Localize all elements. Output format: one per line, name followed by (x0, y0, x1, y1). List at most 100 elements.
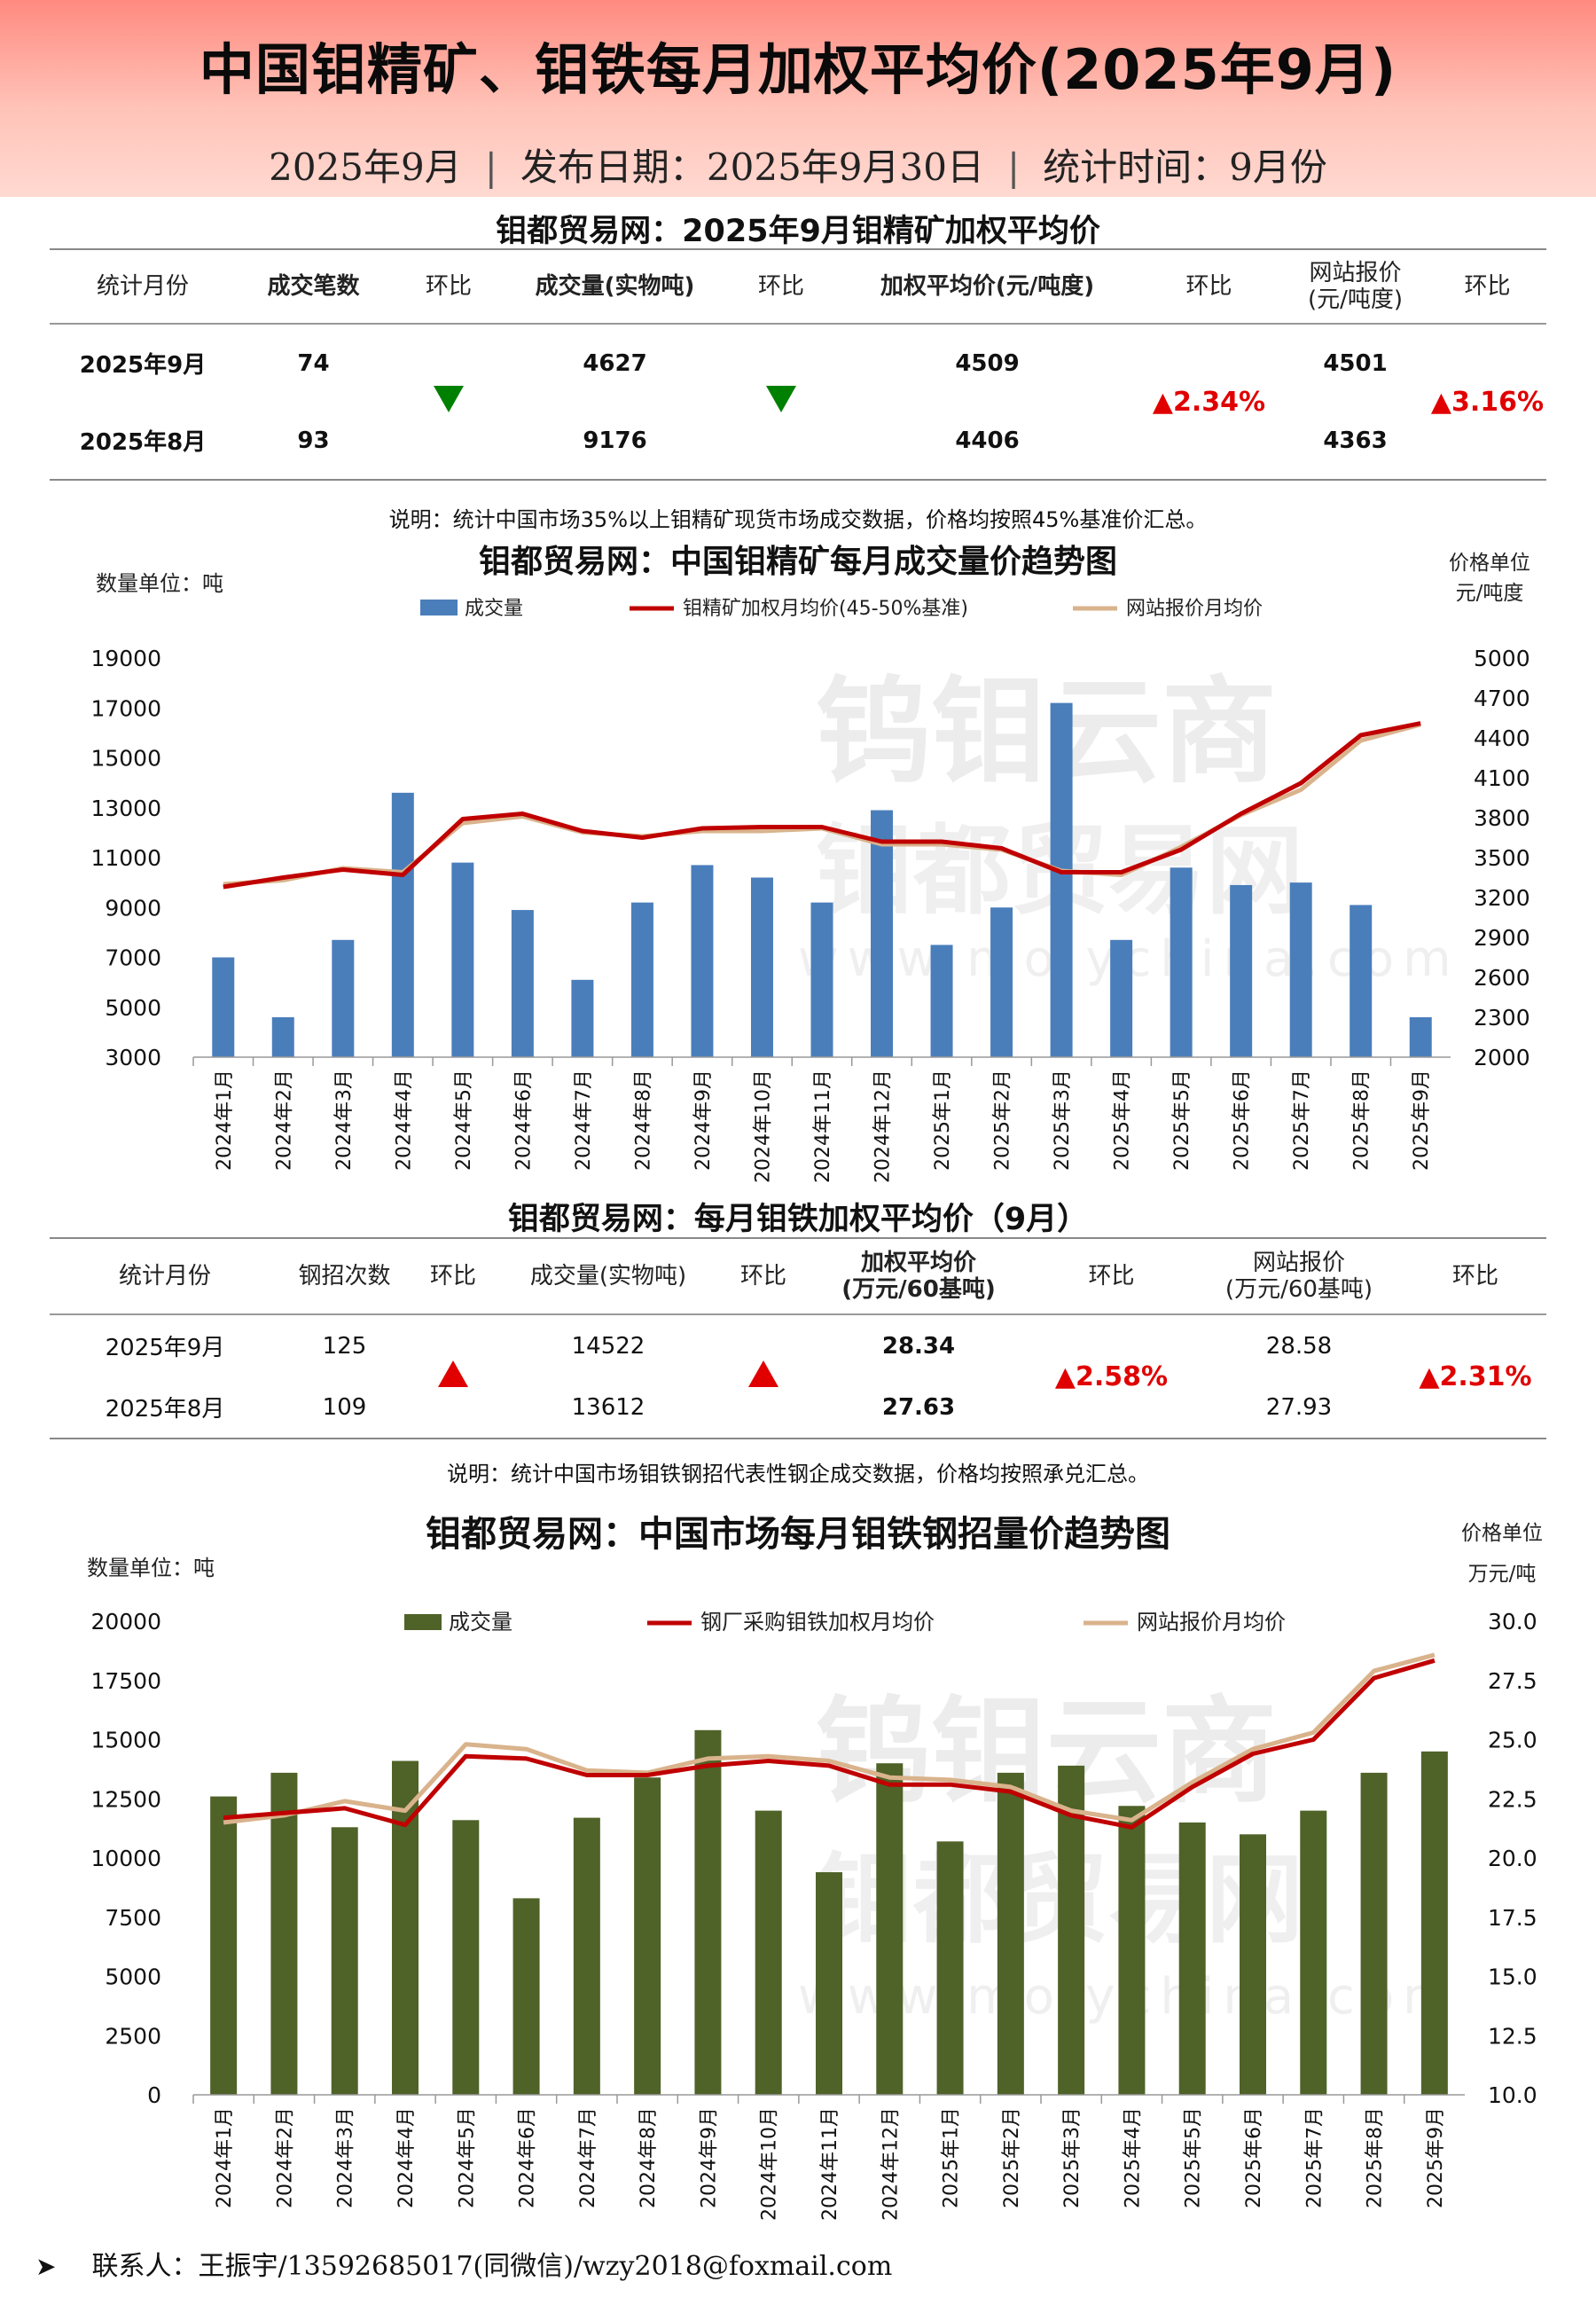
page-title: 中国钼精矿、钼铁每月加权平均价(2025年9月) (199, 37, 1397, 102)
y-left-tick-label: 2500 (105, 2023, 161, 2049)
volume-bar (755, 1810, 782, 2095)
x-tick-label: 2025年8月 (1365, 2107, 1387, 2208)
y-right-tick-label: 27.5 (1488, 1668, 1537, 1694)
volume-bar (876, 1763, 904, 2095)
row-price: 4406 (955, 427, 1020, 454)
y-right-tick-label: 5000 (1474, 646, 1530, 671)
volume-bar (871, 810, 894, 1057)
y-left-tick-label: 12500 (90, 1786, 161, 1812)
row-price: 28.34 (881, 1332, 956, 1360)
weighted-price-line (223, 1658, 1436, 1830)
up-triangle-icon (748, 1360, 778, 1387)
x-tick-label: 2024年12月 (872, 1070, 895, 1183)
row-volume: 4627 (583, 349, 647, 377)
ferromolybdenum-chart: 钨钼云商钼都贸易网www.molychina.com钼都贸易网：中国市场每月钼铁… (87, 1514, 1543, 2221)
legend-swatch-volume (420, 600, 458, 615)
x-tick-label: 2025年6月 (1232, 1070, 1254, 1171)
volume-bar (331, 1827, 358, 2095)
col-site-price-line1: 网站报价 (1309, 260, 1402, 286)
row-count: 93 (297, 427, 330, 454)
y-left-tick-label: 13000 (90, 796, 161, 821)
y-right-tick-label: 17.5 (1488, 1905, 1537, 1931)
site-price-change: ▲2.31% (1419, 1360, 1532, 1392)
site-price-line (223, 1652, 1436, 1825)
x-tick-label: 2024年9月 (692, 1070, 715, 1171)
ferromolybdenum-table: 统计月份 钢招次数 环比 成交量(实物吨) 环比 加权平均价 (万元/60基吨) … (50, 1237, 1546, 1439)
volume-bar (694, 1729, 722, 2095)
watermark-text: 钨钼云商 (816, 664, 1277, 799)
y-left-tick-label: 17500 (90, 1668, 161, 1694)
right-axis-unit: 万元/吨 (1468, 1563, 1537, 1586)
y-right-tick-label: 15.0 (1488, 1964, 1537, 1990)
x-tick-label: 2025年2月 (992, 1070, 1014, 1171)
row-price: 27.63 (881, 1393, 956, 1421)
y-left-tick-label: 0 (147, 2082, 161, 2108)
volume-bar (270, 1772, 298, 2095)
x-tick-label: 2024年5月 (456, 2107, 478, 2208)
col-count: 成交笔数 (236, 249, 391, 325)
y-left-tick-label: 17000 (90, 695, 161, 721)
y-left-tick-label: 7000 (105, 945, 161, 971)
footer-contact: ➤ 联系人：王振宇/13592685017(同微信)/wzy2018@foxmai… (35, 2244, 892, 2283)
down-triangle-icon (766, 385, 796, 412)
y-left-tick-label: 15000 (90, 1728, 161, 1753)
col-change: 环比 (1136, 249, 1282, 325)
volume-bar (997, 1772, 1024, 2095)
x-tick-label: 2024年2月 (274, 2107, 296, 2208)
x-tick-label: 2024年6月 (512, 1070, 535, 1171)
legend-label: 网站报价月均价 (1126, 598, 1263, 620)
row-site-price: 28.58 (1265, 1332, 1333, 1360)
y-left-tick-label: 10000 (90, 1846, 161, 1871)
y-right-tick-label: 3200 (1474, 885, 1530, 911)
y-right-tick-label: 4400 (1474, 725, 1530, 751)
price-change: ▲2.34% (1152, 386, 1266, 418)
table1-note: 说明：统计中国市场35%以上钼精矿现货市场成交数据，价格均按照45%基准价汇总。 (388, 507, 1208, 532)
header-release-date: 发布日期：2025年9月30日 (520, 145, 984, 189)
col-volume: 成交量(实物吨) (506, 249, 724, 325)
left-axis-unit: 数量单位：吨 (87, 1556, 215, 1580)
volume-bar (271, 1017, 294, 1057)
volume-bar (1118, 1806, 1146, 2095)
legend-label: 成交量 (449, 1610, 512, 1635)
row-count: 109 (322, 1393, 367, 1421)
volume-bar (810, 902, 833, 1057)
y-right-tick-label: 2300 (1474, 1005, 1530, 1031)
volume-change-cell (719, 1314, 808, 1439)
row-month: 2025年8月 (79, 429, 207, 456)
y-right-tick-label: 25.0 (1488, 1728, 1537, 1753)
y-left-tick-label: 3000 (105, 1045, 161, 1070)
volume-bar (1178, 1822, 1206, 2095)
volume-bar (332, 939, 355, 1057)
header-separator: | (1006, 145, 1021, 189)
x-tick-label: 2024年12月 (880, 2107, 902, 2221)
weighted-price-line (223, 721, 1421, 890)
price-change: ▲2.58% (1054, 1360, 1169, 1392)
volume-bar (210, 1796, 238, 2095)
row-site-price: 4363 (1323, 427, 1388, 454)
row-volume: 9176 (583, 427, 647, 454)
x-tick-label: 2025年9月 (1425, 2107, 1447, 2208)
x-tick-label: 2025年7月 (1303, 2107, 1326, 2208)
volume-bar (1050, 702, 1073, 1057)
x-tick-label: 2024年10月 (752, 1070, 774, 1183)
volume-bar (1300, 1810, 1327, 2095)
y-left-tick-label: 7500 (105, 1905, 161, 1931)
right-axis-unit: 价格单位 (1449, 552, 1530, 575)
col-site-price-line2: (万元/60基吨) (1224, 1276, 1373, 1303)
x-tick-label: 2025年2月 (1001, 2107, 1023, 2208)
legend-label: 成交量 (465, 598, 523, 620)
volume-bar (571, 979, 594, 1057)
site-price-change: ▲3.16% (1430, 386, 1545, 418)
x-tick-label: 2024年1月 (214, 2107, 236, 2208)
volume-bar (1170, 867, 1193, 1057)
x-tick-label: 2025年6月 (1243, 2107, 1265, 2208)
col-month: 统计月份 (50, 249, 236, 325)
y-left-tick-label: 19000 (90, 646, 161, 671)
col-weighted-price-line2: (万元/60基吨) (841, 1276, 996, 1303)
y-right-tick-label: 4700 (1474, 686, 1530, 711)
row-month: 2025年8月 (105, 1396, 225, 1423)
y-left-tick-label: 11000 (90, 845, 161, 871)
count-change-cell (409, 1314, 497, 1439)
volume-bar (630, 902, 653, 1057)
x-tick-label: 2024年2月 (273, 1070, 295, 1171)
